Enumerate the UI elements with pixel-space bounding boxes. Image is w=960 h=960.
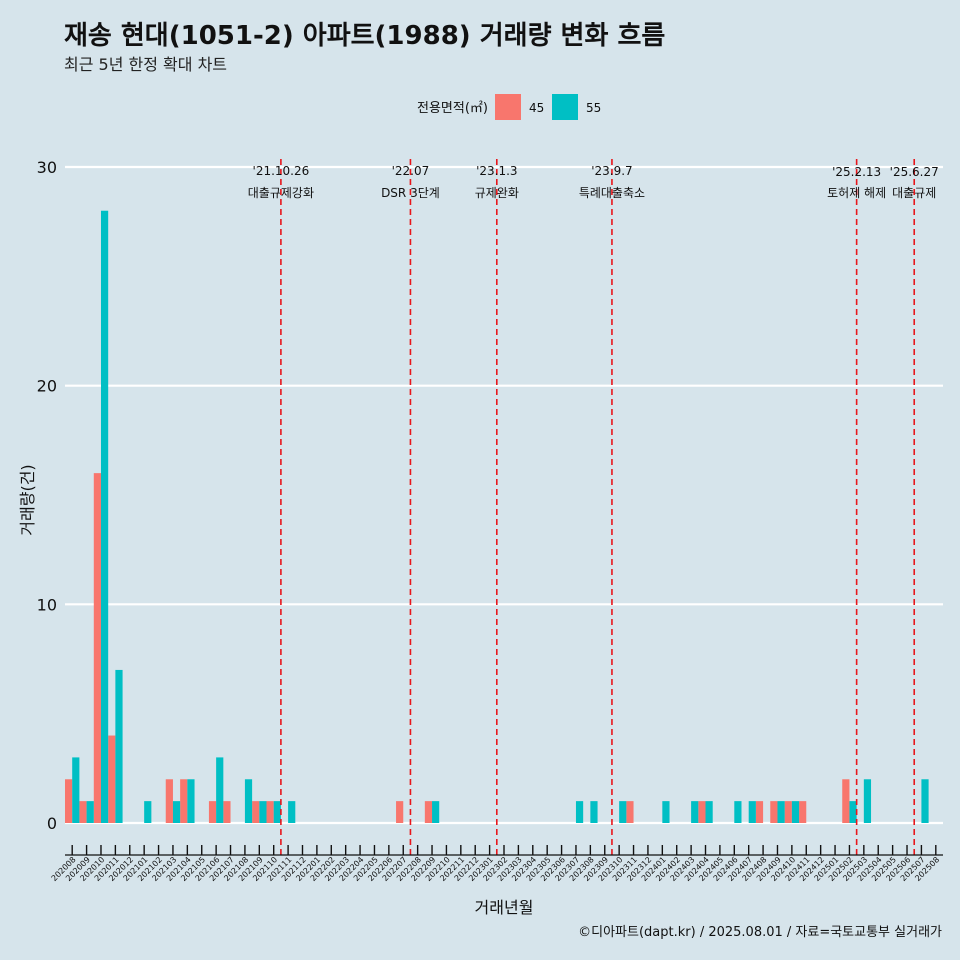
bar-55-202403	[691, 801, 699, 823]
event-date: '23.9.7	[591, 164, 632, 178]
bar-55-202310	[619, 801, 627, 823]
bar-55-202308	[590, 801, 598, 823]
grid	[65, 165, 943, 825]
bar-45-202411	[799, 801, 807, 823]
bar-55-202209	[432, 801, 440, 823]
bar-55-202404	[705, 801, 713, 823]
caption: ©디아파트(dapt.kr) / 2025.08.01 / 자료=국토교통부 실…	[578, 925, 942, 940]
bar-55-202103	[172, 801, 181, 823]
y-axis-title: 거래량(건)	[18, 464, 37, 535]
legend-label-45: 45	[529, 101, 544, 115]
y-tick-label: 20	[37, 377, 57, 396]
bar-45-202011	[108, 735, 116, 823]
bar-45-202207	[396, 801, 404, 823]
bar-55-202503	[863, 779, 872, 823]
bar-55-202010	[100, 210, 109, 823]
legend-swatch-45	[495, 94, 521, 120]
bars	[64, 210, 929, 823]
legend-title: 전용면적(㎡)	[417, 101, 488, 116]
bar-55-202111	[288, 801, 296, 823]
bar-55-202009	[86, 801, 94, 823]
bar-45-202106	[208, 801, 217, 823]
event-date: '25.2.13	[832, 165, 881, 179]
event-date: '23.1.3	[476, 164, 517, 178]
event-label: 규제완화	[475, 186, 519, 200]
bar-45-202107	[223, 801, 231, 823]
x-axis: 2020082020092020102020112020122021012021…	[50, 845, 943, 883]
bar-45-202010	[93, 473, 101, 823]
bar-55-202407	[748, 801, 756, 823]
bar-45-202110	[266, 801, 274, 823]
event-label: 토허제 해제	[827, 186, 886, 200]
bar-55-202110	[273, 801, 281, 823]
event-label: DSR 3단계	[381, 186, 440, 200]
y-axis: 0 10 20 30	[37, 158, 57, 833]
events: '21.10.26 대출규제강화 '22.07 DSR 3단계 '23.1.3 규제완화 '…	[248, 159, 939, 855]
bar-55-202008	[72, 757, 80, 823]
bar-55-202502	[849, 801, 857, 823]
event-label: 대출규제	[892, 186, 936, 200]
bar-45-202502	[842, 779, 850, 823]
bar-45-202009	[79, 801, 87, 823]
bar-55-202409	[777, 801, 785, 823]
bar-45-202109	[252, 801, 260, 823]
y-tick-label: 30	[37, 158, 57, 177]
x-axis-title: 거래년월	[475, 898, 534, 917]
chart-subtitle: 최근 5년 한정 확대 차트	[64, 55, 227, 74]
bar-45-202409	[770, 801, 778, 823]
bar-55-202108	[244, 779, 253, 823]
bar-55-202101	[144, 801, 152, 823]
event-label: 대출규제강화	[248, 186, 314, 200]
bar-55-202106	[216, 757, 224, 823]
event-label: 특례대출축소	[579, 186, 645, 200]
y-tick-label: 10	[37, 595, 57, 614]
bar-45-202408	[755, 801, 764, 823]
bar-55-202507	[921, 779, 929, 823]
legend-label-55: 55	[586, 101, 601, 115]
bar-55-202410	[791, 801, 800, 823]
chart-title: 재송 현대(1051-2) 아파트(1988) 거래량 변화 흐름	[64, 21, 665, 51]
legend: 전용면적(㎡) 45 55	[417, 94, 601, 120]
bar-45-202311	[626, 801, 634, 823]
bar-45-202404	[698, 801, 706, 823]
bar-45-202104	[180, 779, 188, 823]
bar-45-202008	[64, 779, 73, 823]
bar-55-202109	[259, 801, 267, 823]
bar-45-202209	[424, 801, 433, 823]
bar-55-202406	[734, 801, 742, 823]
event-date: '22.07	[392, 164, 430, 178]
event-date: '25.6.27	[890, 165, 939, 179]
bar-45-202410	[784, 801, 792, 823]
event-date: '21.10.26	[253, 164, 310, 178]
y-tick-label: 0	[47, 814, 57, 833]
bar-55-202401	[662, 801, 670, 823]
bar-55-202011	[115, 669, 123, 823]
bar-55-202104	[187, 779, 195, 823]
bar-55-202307	[575, 801, 584, 823]
bar-45-202103	[165, 779, 173, 823]
legend-swatch-55	[552, 94, 578, 120]
